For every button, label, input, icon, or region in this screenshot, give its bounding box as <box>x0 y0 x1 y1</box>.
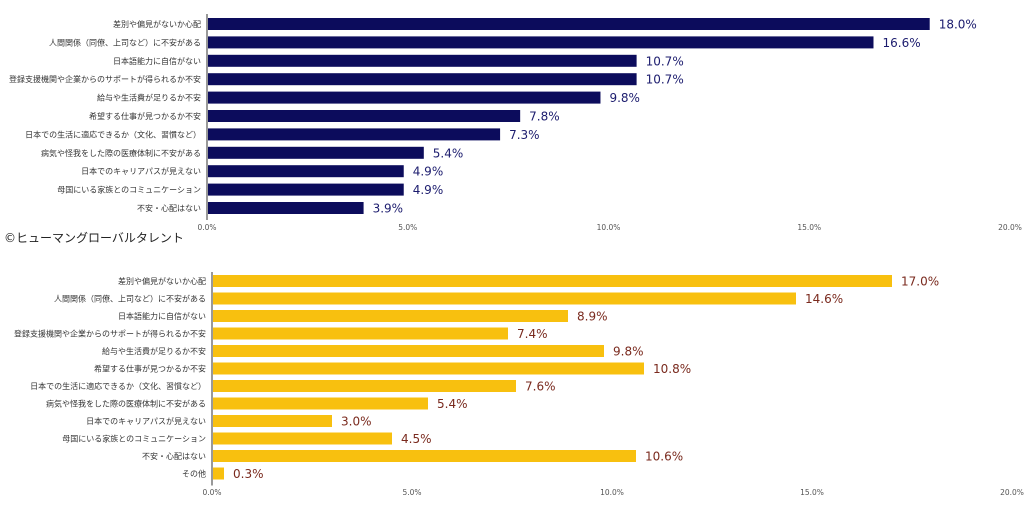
chart-1-bar <box>208 146 424 159</box>
chart-2-category-label: 給与や生活費が足りるか不安 <box>102 346 206 356</box>
chart-2-category-label: 不安・心配はない <box>142 451 206 461</box>
chart-1-bar <box>208 91 601 104</box>
chart-1-category-label: 不安・心配はない <box>137 203 201 213</box>
chart-1-value-label: 4.9% <box>413 165 444 179</box>
chart-2-value-label: 0.3% <box>233 467 264 481</box>
chart-1-value-label: 5.4% <box>433 146 464 160</box>
chart-1-bar <box>208 128 501 141</box>
chart-2-bar <box>213 380 516 392</box>
chart-1-value-label: 3.9% <box>373 202 404 216</box>
chart-2-category-label: 病気や怪我をした際の医療体制に不安がある <box>46 399 206 409</box>
chart-1-bar <box>208 110 521 122</box>
chart-1-category-label: 給与や生活費が足りるか不安 <box>97 93 201 103</box>
chart-1-bar <box>208 54 637 67</box>
chart-2-bar <box>213 345 604 357</box>
chart-2-bar <box>213 362 644 375</box>
chart-2-x-tick: 10.0% <box>600 488 624 497</box>
copyright-credit: ©ヒューマングローバルタレント <box>4 231 184 245</box>
chart-2-value-label: 8.9% <box>577 310 608 324</box>
chart-2-category-label: 日本での生活に適応できるか（文化、習慣など） <box>30 381 206 391</box>
chart-1-x-tick: 10.0% <box>597 223 621 232</box>
chart-1-category-label: 日本語能力に自信がない <box>113 56 201 66</box>
chart-2-bar <box>213 275 892 287</box>
chart-1-x-tick: 20.0% <box>998 223 1022 232</box>
chart-1-bar <box>208 183 404 196</box>
chart-2-value-label: 14.6% <box>805 292 843 306</box>
chart-1-value-label: 4.9% <box>413 183 444 197</box>
chart-1-category-label: 人間関係（同僚、上司など）に不安がある <box>49 37 201 47</box>
chart-2-bar <box>213 310 568 322</box>
chart-1-category-label: 希望する仕事が見つかるか不安 <box>89 111 201 121</box>
chart-1-x-tick: 15.0% <box>797 223 821 232</box>
chart-1-value-label: 18.0% <box>939 18 977 32</box>
chart-2-value-label: 5.4% <box>437 397 468 411</box>
chart-1-category-label: 母国にいる家族とのコミュニケーション <box>57 185 201 195</box>
chart-2-value-label: 7.4% <box>517 327 548 341</box>
chart-1-category-label: 病気や怪我をした際の医療体制に不安がある <box>41 148 201 158</box>
chart-2-value-label: 3.0% <box>341 415 372 429</box>
chart-1-value-label: 7.3% <box>509 128 539 142</box>
chart-2-value-label: 9.8% <box>613 345 644 359</box>
chart-2-category-label: 希望する仕事が見つかるか不安 <box>94 364 206 374</box>
chart-1-category-label: 差別や偏見がないか心配 <box>113 19 201 29</box>
chart-1-value-label: 10.7% <box>646 54 684 68</box>
chart-1-category-label: 登録支援機関や企業からのサポートが得られるか不安 <box>9 74 201 84</box>
chart-1-value-label: 10.7% <box>646 73 684 87</box>
chart-2-x-tick: 15.0% <box>800 488 824 497</box>
chart-1-value-label: 7.8% <box>529 110 560 124</box>
chart-2-bar <box>213 432 392 445</box>
chart-1-x-tick: 0.0% <box>197 223 216 232</box>
chart-1-bar <box>208 202 364 214</box>
chart-2-x-tick: 20.0% <box>1000 488 1024 497</box>
chart-2-bar <box>213 450 636 462</box>
chart-2-value-label: 7.6% <box>525 380 556 394</box>
chart-2-category-label: 日本語能力に自信がない <box>118 311 206 321</box>
chart-2-category-label: 日本でのキャリアパスが見えない <box>86 416 206 426</box>
chart-1-bar <box>208 36 874 49</box>
chart-1-category-label: 日本でのキャリアパスが見えない <box>81 166 201 176</box>
chart-2-category-label: 人間関係（同僚、上司など）に不安がある <box>54 294 206 304</box>
chart-2-x-tick: 0.0% <box>202 488 221 497</box>
chart-2-category-label: 母国にいる家族とのコミュニケーション <box>62 434 206 444</box>
chart-2-bar <box>213 415 332 427</box>
chart-2-category-label: 登録支援機関や企業からのサポートが得られるか不安 <box>14 329 206 339</box>
chart-1-bar <box>208 18 930 30</box>
chart-1-value-label: 16.6% <box>882 36 920 50</box>
chart-1-value-label: 9.8% <box>609 91 640 105</box>
chart-2-bar <box>213 327 508 340</box>
chart-1-bar <box>208 73 637 86</box>
chart-2-value-label: 10.8% <box>653 362 691 376</box>
chart-1-x-tick: 5.0% <box>398 223 417 232</box>
chart-2-value-label: 4.5% <box>401 432 432 446</box>
chart-2-category-label: 差別や偏見がないか心配 <box>118 276 206 286</box>
chart-1-bar <box>208 165 404 178</box>
chart-2-bar <box>213 397 428 410</box>
chart-2-bar <box>213 292 796 305</box>
chart-2-x-tick: 5.0% <box>402 488 421 497</box>
chart-2-value-label: 17.0% <box>901 275 939 289</box>
chart-2-value-label: 10.6% <box>645 450 683 464</box>
chart-2-category-label: その他 <box>182 469 206 479</box>
chart-1-category-label: 日本での生活に適応できるか（文化、習慣など） <box>25 129 201 139</box>
chart-2-bar <box>213 467 224 480</box>
